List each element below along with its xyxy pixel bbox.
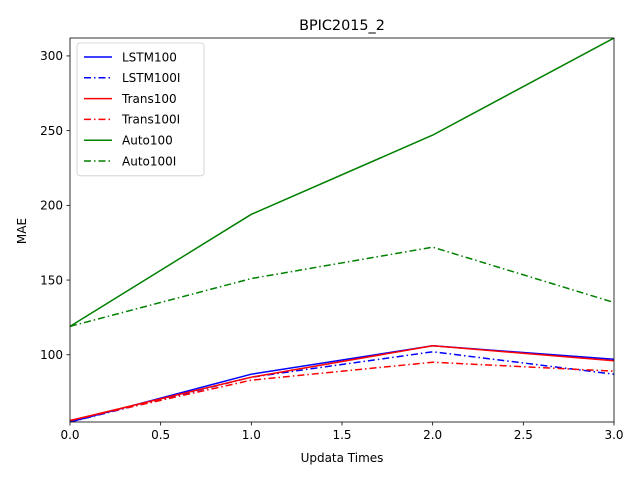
- y-tick-label: 150: [40, 273, 63, 287]
- y-tick-label: 200: [40, 199, 63, 213]
- series-line-lstm100i: [70, 351, 614, 422]
- series-line-lstm100: [70, 345, 614, 422]
- legend-label: Auto100I: [122, 154, 176, 168]
- x-tick-label: 0.5: [151, 428, 170, 442]
- x-tick-label: 2.0: [423, 428, 442, 442]
- axes-layer: 0.0 0.5 1.0 1.5 2.0 2.5 3.0 100 150 200 250 300: [40, 37, 624, 442]
- series-line-auto100: [70, 38, 614, 328]
- legend-label: Trans100I: [121, 113, 180, 127]
- series-layer: [70, 38, 614, 422]
- x-tick-label: 3.0: [604, 428, 623, 442]
- x-tick-label: 1.5: [332, 428, 351, 442]
- y-tick-label: 100: [40, 348, 63, 362]
- y-tick-label: 250: [40, 124, 63, 138]
- legend-label: LSTM100I: [122, 71, 180, 85]
- x-tick-label: 1.0: [242, 428, 261, 442]
- legend-box: [76, 42, 205, 177]
- series-line-trans100: [70, 345, 614, 422]
- legend-label: Trans100: [121, 92, 177, 106]
- series-line-auto100i: [70, 246, 614, 328]
- y-axis-label: MAE: [15, 218, 29, 244]
- x-tick-label: 2.5: [514, 428, 533, 442]
- legend: LSTM100 LSTM100I Trans100 Trans100I Auto100 A…: [76, 42, 205, 177]
- x-tick-label: 0.0: [60, 428, 79, 442]
- legend-label: LSTM100: [122, 50, 177, 64]
- y-tick-label: 300: [40, 49, 63, 63]
- chart-title: BPIC2015_2: [299, 18, 385, 34]
- legend-label: Auto100: [122, 134, 173, 148]
- x-axis-label: Updata Times: [301, 451, 384, 465]
- series-line-trans100i: [70, 361, 614, 422]
